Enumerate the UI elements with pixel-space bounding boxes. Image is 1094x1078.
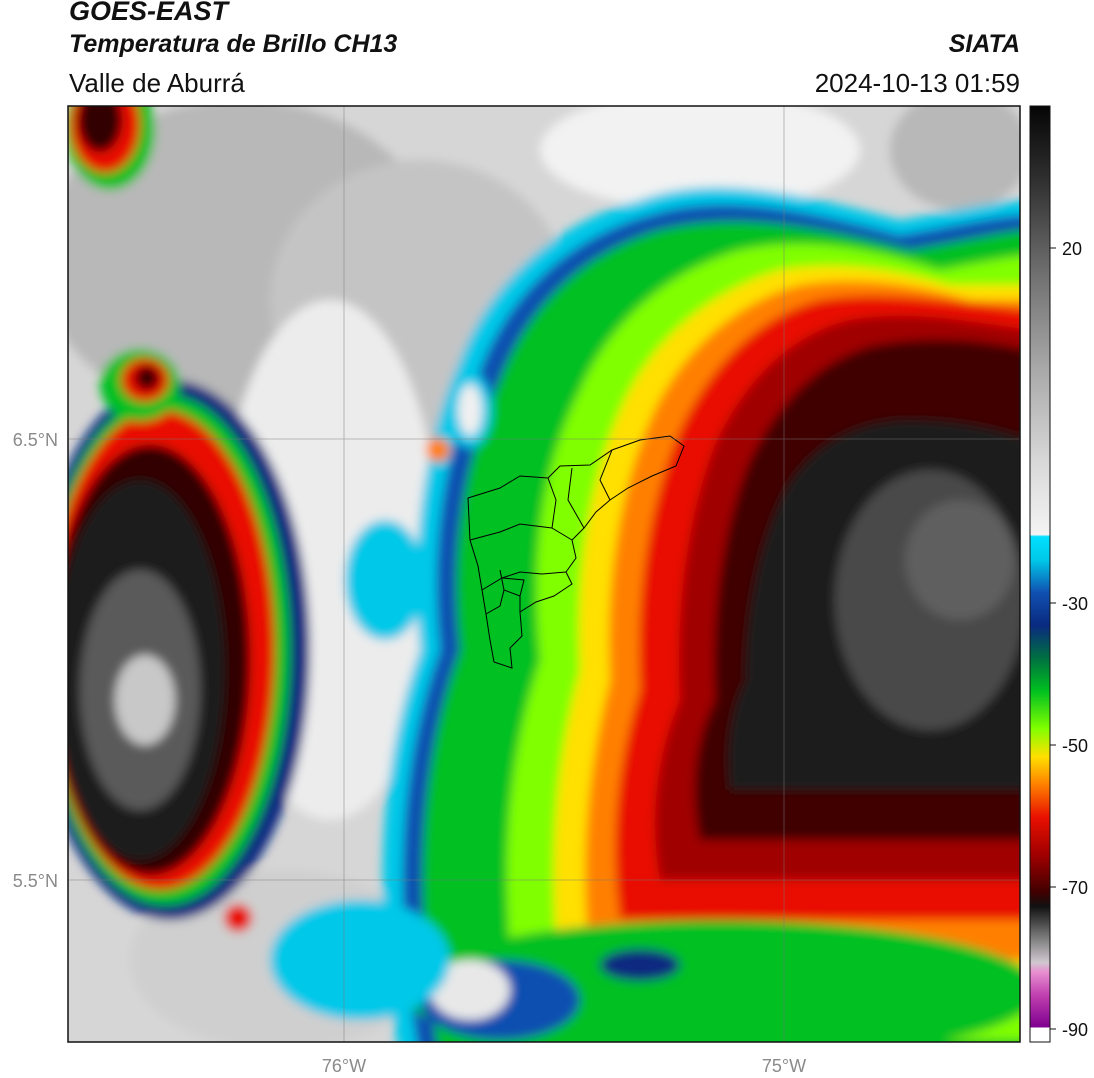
colorbar-tick-minus-50: -50 <box>1062 736 1088 756</box>
lon-label-76: 76°W <box>322 1056 366 1076</box>
colorbar: 20 -30 -50 -70 -90 <box>1029 105 1088 1043</box>
lat-label-5-5: 5.5°N <box>13 871 58 891</box>
map-title: GOES-EAST <box>69 0 229 26</box>
brightness-temperature-field <box>68 106 1020 1042</box>
graticule <box>68 106 1020 1042</box>
lat-label-6-5: 6.5°N <box>13 430 58 450</box>
colorbar-tick-minus-70: -70 <box>1062 878 1088 898</box>
colorbar-tick-minus-30: -30 <box>1062 594 1088 614</box>
lon-label-75: 75°W <box>762 1056 806 1076</box>
region-name: Valle de Aburrá <box>69 68 245 98</box>
map-frame <box>67 105 1021 1043</box>
colorbar-tick-minus-90: -90 <box>1062 1020 1088 1040</box>
organization-name: SIATA <box>948 30 1020 58</box>
timestamp: 2024-10-13 01:59 <box>814 68 1020 98</box>
municipal-boundaries <box>467 435 685 669</box>
map-subtitle: Temperatura de Brillo CH13 <box>69 30 398 58</box>
colorbar-tick-20: 20 <box>1062 239 1082 259</box>
